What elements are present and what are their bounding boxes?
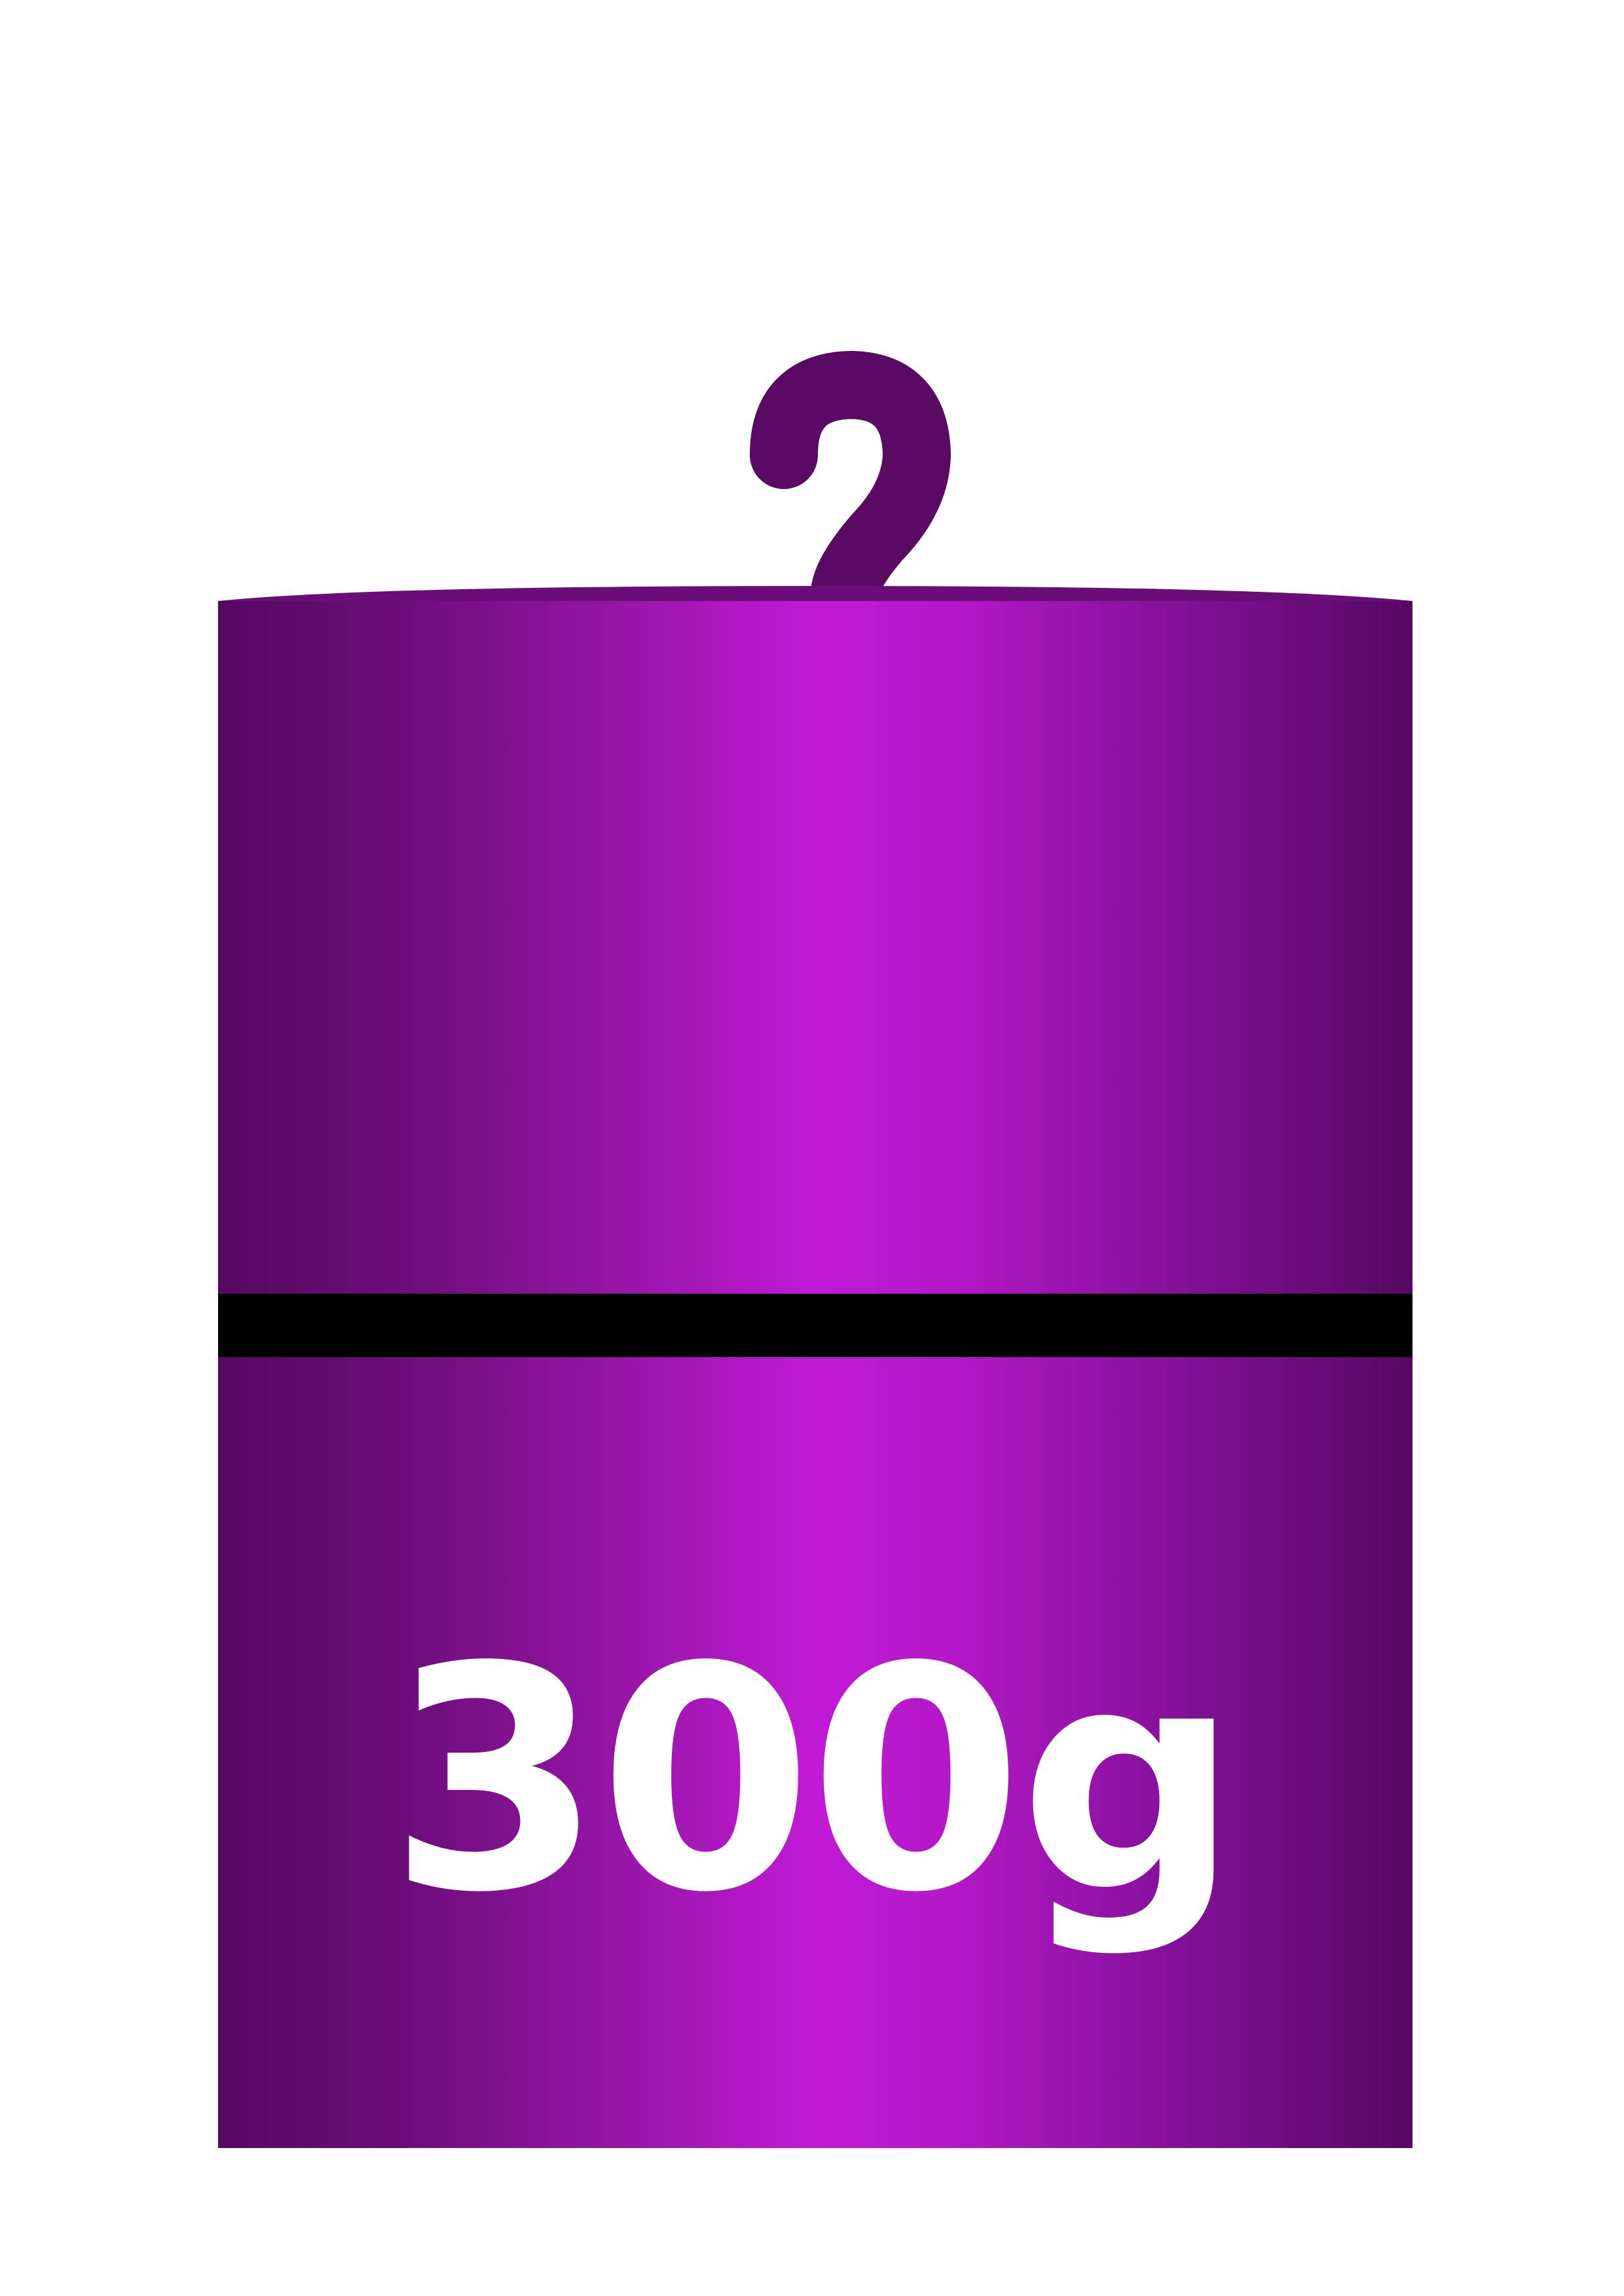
mass-label: 300g [388, 1601, 1240, 1959]
weight-top-rim [218, 586, 1412, 601]
hook-icon [750, 351, 951, 627]
weight-band [218, 1294, 1412, 1357]
weight-upper-body [218, 601, 1412, 1294]
weight-lower-body [218, 1357, 1412, 2148]
